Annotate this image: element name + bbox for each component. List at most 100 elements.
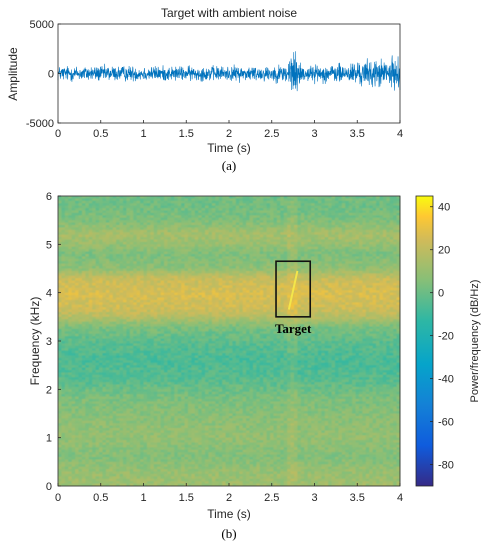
spectrogram-cell [256,307,261,310]
spectrogram-cell [358,258,363,262]
spectrogram-cell [68,217,73,221]
spectrogram-cell [372,246,377,250]
spectrogram-cell [225,299,230,303]
spectrogram-cell [208,302,213,306]
spectrogram-cell [273,222,278,226]
spectrogram-cell [300,273,305,277]
spectrogram-cell [348,258,353,262]
spectrogram-cell [276,299,281,303]
spectrogram-cell [222,314,226,318]
spectrogram-cell [270,237,274,240]
spectrogram-cell [232,251,237,255]
spectrogram-cell [153,292,158,296]
spectrogram-cell [287,261,291,265]
spectrogram-cell [167,254,172,257]
spectrogram-cell [133,200,138,204]
spectrogram-cell [290,263,295,267]
spectrogram-cell [300,261,305,265]
spectrogram-cell [167,246,172,250]
spectrogram-cell [184,249,189,252]
spectrogram-cell [129,261,134,265]
spectrogram-cell [129,229,134,233]
spectrogram-cell [348,275,353,279]
spectrogram-cell [105,299,110,303]
spectrogram-cell [133,285,138,289]
spectrogram-cell [174,302,179,306]
spectrogram-cell [290,237,295,240]
spectrogram-cell [116,222,120,226]
spectrogram-cell [211,239,216,243]
spectrogram-cell [105,220,110,223]
spectrogram-cell [229,205,233,209]
spectrogram-cell [232,280,237,284]
spectrogram-cell [75,273,79,277]
spectrogram-cell [164,261,168,265]
spectrogram-cell [290,268,295,272]
spectrogram-cell [194,283,199,286]
spectrogram-cell [335,217,339,221]
spectrogram-cell [99,198,103,202]
spectrogram-cell [112,314,117,318]
spectrogram-cell [143,266,148,269]
spectrogram-cell [338,237,343,240]
spectrogram-cell [194,292,199,296]
spectrogram-cell [386,297,391,301]
spectrogram-cell [143,229,148,233]
spectrogram-cell [276,212,281,216]
spectrogram-cell [372,212,377,216]
spectrogram-cell [205,312,209,315]
spectrogram-cell [293,295,298,298]
spectrogram-cell [99,215,103,219]
spectrogram-cell [64,314,69,318]
spectrogram-cell [58,198,62,202]
spectrogram-cell [211,270,216,274]
spectrogram-cell [252,208,257,211]
spectrogram-cell [201,292,206,296]
spectrogram-cell [225,268,230,272]
spectrogram-cell [157,222,161,226]
spectrogram-cell [311,256,315,260]
spectrogram-cell [328,234,332,238]
spectrogram-cell [198,246,203,250]
spectrogram-cell [205,285,209,289]
spectrogram-cell [88,229,93,233]
spectrogram-cell [304,220,309,223]
spectrogram-cell [153,229,158,233]
spectrogram-cell [146,314,151,318]
panel-a-x-tick-label: 1.5 [179,128,194,140]
spectrogram-cell [170,210,175,214]
spectrogram-cell [225,266,230,269]
spectrogram-cell [379,210,384,214]
spectrogram-cell [198,258,203,262]
spectrogram-cell [376,254,380,257]
spectrogram-cell [396,280,401,284]
spectrogram-cell [338,196,343,199]
spectrogram-cell [181,237,185,240]
spectrogram-cell [266,196,271,199]
spectrogram-cell [109,217,114,221]
spectrogram-cell [355,307,360,310]
spectrogram-cell [331,246,336,250]
spectrogram-cell [376,290,380,294]
spectrogram-cell [369,307,374,310]
spectrogram-cell [105,217,110,221]
spectrogram-cell [105,212,110,216]
spectrogram-cell [376,205,380,209]
spectrogram-cell [157,263,161,267]
spectrogram-cell [273,251,278,255]
spectrogram-cell [133,222,138,226]
spectrogram-cell [153,278,158,281]
spectrogram-cell [88,249,93,252]
spectrogram-cell [194,246,199,250]
spectrogram-cell [109,234,114,238]
spectrogram-cell [75,229,79,233]
spectrogram-cell [270,283,274,286]
spectrogram-cell [242,299,247,303]
spectrogram-cell [122,217,127,221]
spectrogram-cell [232,278,237,281]
spectrogram-cell [382,210,387,214]
spectrogram-cell [215,222,220,226]
spectrogram-cell [116,234,120,238]
spectrogram-cell [321,278,326,281]
spectrogram-cell [177,212,182,216]
